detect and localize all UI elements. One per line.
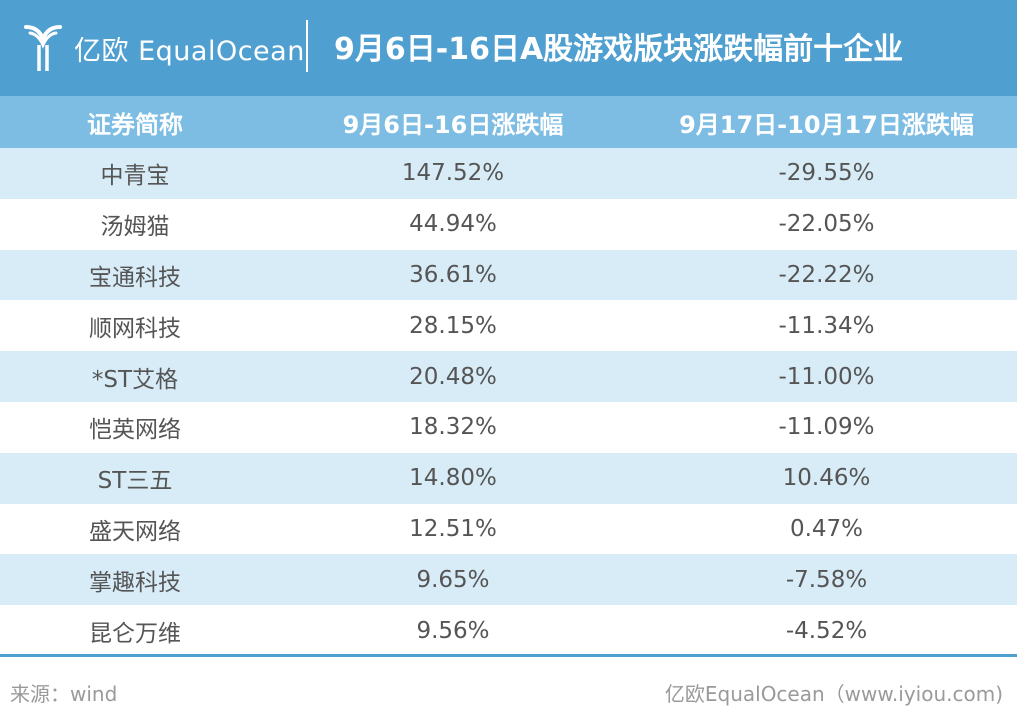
change-sep-cell: 9.56% (270, 605, 636, 656)
stock-name-cell: 恺英网络 (0, 401, 270, 453)
page-title: 9月6日-16日A股游戏版块涨跌幅前十企业 (334, 32, 904, 67)
logo: 亿欧 EqualOcean (22, 20, 305, 76)
change-oct-cell: -4.52% (636, 605, 1017, 656)
change-oct-cell: -11.09% (636, 401, 1017, 453)
change-oct-cell: -29.55% (636, 148, 1017, 199)
table-row: 昆仑万维 9.56% -4.52% (0, 605, 1017, 656)
stock-name-cell: 顺网科技 (0, 300, 270, 352)
stock-name-cell: ST三五 (0, 452, 270, 504)
data-table: 证券简称 9月6日-16日涨跌幅 9月17日-10月17日涨跌幅 中青宝 147… (0, 96, 1017, 656)
stock-name-cell: 宝通科技 (0, 249, 270, 301)
credit-note: 亿欧EqualOcean（www.iyiou.com) (664, 682, 1003, 706)
table-row: 恺英网络 18.32% -11.09% (0, 401, 1017, 453)
column-header: 9月6日-16日涨跌幅 (270, 96, 636, 148)
change-sep-cell: 9.65% (270, 554, 636, 606)
stock-name-cell: *ST艾格 (0, 351, 270, 402)
header-divider (306, 20, 308, 72)
table-row: 掌趣科技 9.65% -7.58% (0, 554, 1017, 606)
change-oct-cell: -22.05% (636, 198, 1017, 250)
change-oct-cell: -7.58% (636, 554, 1017, 606)
change-sep-cell: 28.15% (270, 300, 636, 352)
table-row: 顺网科技 28.15% -11.34% (0, 300, 1017, 352)
table-row: 中青宝 147.52% -29.55% (0, 148, 1017, 199)
table-row: *ST艾格 20.48% -11.00% (0, 351, 1017, 402)
stock-name-cell: 汤姆猫 (0, 198, 270, 250)
change-oct-cell: 10.46% (636, 452, 1017, 504)
stock-name-cell: 中青宝 (0, 148, 270, 199)
table-row: ST三五 14.80% 10.46% (0, 452, 1017, 504)
table-row: 宝通科技 36.61% -22.22% (0, 249, 1017, 301)
change-sep-cell: 12.51% (270, 503, 636, 555)
change-sep-cell: 14.80% (270, 452, 636, 504)
stock-name-cell: 盛天网络 (0, 503, 270, 555)
logo-text: 亿欧 EqualOcean (74, 35, 305, 67)
change-sep-cell: 18.32% (270, 401, 636, 453)
column-header: 证券简称 (0, 96, 270, 148)
table-row: 盛天网络 12.51% 0.47% (0, 503, 1017, 555)
change-sep-cell: 147.52% (270, 148, 636, 199)
change-oct-cell: -11.34% (636, 300, 1017, 352)
change-oct-cell: -11.00% (636, 351, 1017, 402)
table-header-row: 证券简称 9月6日-16日涨跌幅 9月17日-10月17日涨跌幅 (0, 96, 1017, 148)
source-note: 来源：wind (10, 682, 118, 706)
change-sep-cell: 20.48% (270, 351, 636, 402)
change-oct-cell: -22.22% (636, 249, 1017, 301)
change-oct-cell: 0.47% (636, 503, 1017, 555)
change-sep-cell: 44.94% (270, 198, 636, 250)
equalocean-logo-icon (24, 25, 62, 71)
table-row: 汤姆猫 44.94% -22.05% (0, 198, 1017, 250)
change-sep-cell: 36.61% (270, 249, 636, 301)
stock-name-cell: 掌趣科技 (0, 554, 270, 606)
stock-name-cell: 昆仑万维 (0, 605, 270, 656)
column-header: 9月17日-10月17日涨跌幅 (636, 96, 1017, 148)
bottom-divider (0, 654, 1017, 657)
header-banner: 亿欧 EqualOcean 9月6日-16日A股游戏版块涨跌幅前十企业 (0, 0, 1017, 96)
